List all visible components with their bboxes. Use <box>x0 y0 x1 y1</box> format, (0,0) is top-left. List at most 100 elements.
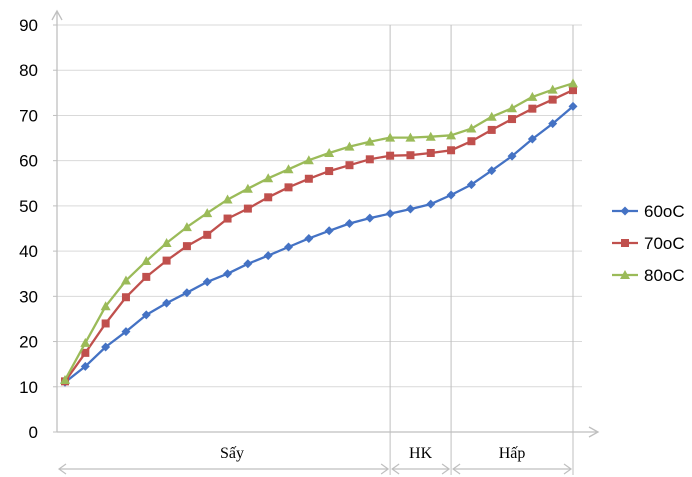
data-point <box>263 173 274 183</box>
data-point <box>283 164 294 174</box>
legend-swatch-marker <box>620 270 630 279</box>
data-point <box>486 111 497 121</box>
data-point <box>324 147 335 157</box>
data-point <box>284 183 293 192</box>
legend-swatch-marker <box>620 206 630 216</box>
series-line <box>64 105 574 384</box>
data-point <box>60 374 70 384</box>
data-point <box>508 115 517 124</box>
y-tick-label: 40 <box>19 242 38 261</box>
data-point <box>527 91 538 101</box>
data-point <box>365 155 374 164</box>
data-point <box>182 288 192 298</box>
data-point <box>568 101 578 111</box>
y-tick-label: 0 <box>29 423 38 442</box>
data-point <box>365 213 375 223</box>
phase-arrowhead-left <box>391 463 400 475</box>
data-point <box>181 222 192 232</box>
data-point <box>345 161 354 170</box>
data-point <box>386 151 395 160</box>
data-point <box>142 272 151 281</box>
series-60oC <box>60 101 578 387</box>
data-point <box>101 319 110 328</box>
data-point <box>162 298 172 308</box>
data-point <box>100 301 111 311</box>
data-point <box>121 293 130 302</box>
y-tick-label: 10 <box>19 378 38 397</box>
legend-item-80oC: 80oC <box>612 266 685 285</box>
data-point <box>223 269 233 279</box>
data-point <box>344 219 354 229</box>
data-point <box>202 208 213 218</box>
phase-arrowhead-left <box>452 463 461 475</box>
data-point <box>569 86 577 95</box>
phase-arrowhead-left <box>57 463 67 475</box>
data-point <box>264 193 273 202</box>
data-point <box>548 95 557 104</box>
data-point <box>162 256 171 265</box>
data-point <box>101 342 111 352</box>
data-point <box>202 277 212 287</box>
legend-label: 70oC <box>644 234 685 253</box>
data-point <box>303 155 314 165</box>
series-70oC <box>61 86 577 386</box>
data-point <box>81 348 90 357</box>
y-tick-label: 60 <box>19 152 38 171</box>
phase-label: Hấp <box>499 445 526 462</box>
legend-label: 80oC <box>644 266 685 285</box>
legend-swatch-marker <box>621 239 629 247</box>
gridlines <box>57 24 582 475</box>
data-point <box>568 78 578 88</box>
phase-arrowhead-right <box>380 463 390 475</box>
data-point <box>223 214 232 223</box>
data-point <box>222 194 233 204</box>
data-point <box>182 242 191 251</box>
phase-arrowhead-right <box>563 463 573 475</box>
data-point <box>487 125 496 134</box>
data-point <box>284 242 294 252</box>
data-point <box>304 233 314 243</box>
data-point <box>405 132 416 142</box>
phase-annotations: Sấy HK Hấp <box>57 445 573 475</box>
data-point <box>425 131 436 141</box>
data-point <box>120 275 131 285</box>
y-tick-label: 70 <box>19 106 38 125</box>
data-point <box>324 226 334 236</box>
data-point <box>548 119 558 129</box>
data-point <box>527 134 537 144</box>
data-point <box>263 251 273 261</box>
data-point <box>385 132 396 142</box>
y-axis-arrow <box>51 9 63 21</box>
legend-label: 60oC <box>644 202 685 221</box>
y-tick-label: 50 <box>19 197 38 216</box>
data-point <box>80 337 91 347</box>
data-point <box>141 256 152 266</box>
legend-item-70oC: 70oC <box>612 234 685 253</box>
data-point <box>325 167 334 176</box>
data-point <box>385 209 395 219</box>
data-point <box>243 204 252 213</box>
data-point <box>507 103 518 113</box>
axes: 0 10 20 30 40 50 60 70 80 90 <box>19 9 600 442</box>
data-point <box>161 237 172 247</box>
data-point <box>121 327 131 337</box>
data-point <box>507 151 517 161</box>
y-tick-label: 90 <box>19 16 38 35</box>
data-point <box>447 146 456 155</box>
phase-label: Sấy <box>220 445 244 462</box>
data-point <box>466 180 476 190</box>
data-point <box>405 204 415 214</box>
data-point <box>406 151 415 160</box>
data-point <box>203 230 212 239</box>
data-point <box>426 148 435 157</box>
data-point <box>344 141 355 151</box>
data-point <box>467 137 476 146</box>
data-point <box>487 166 497 176</box>
phase-arrowhead-right <box>441 463 451 475</box>
data-point <box>304 174 313 183</box>
legend: 60oC 70oC 80oC <box>612 202 685 285</box>
data-point <box>446 130 457 140</box>
data-point <box>426 199 436 209</box>
data-point <box>466 123 477 133</box>
